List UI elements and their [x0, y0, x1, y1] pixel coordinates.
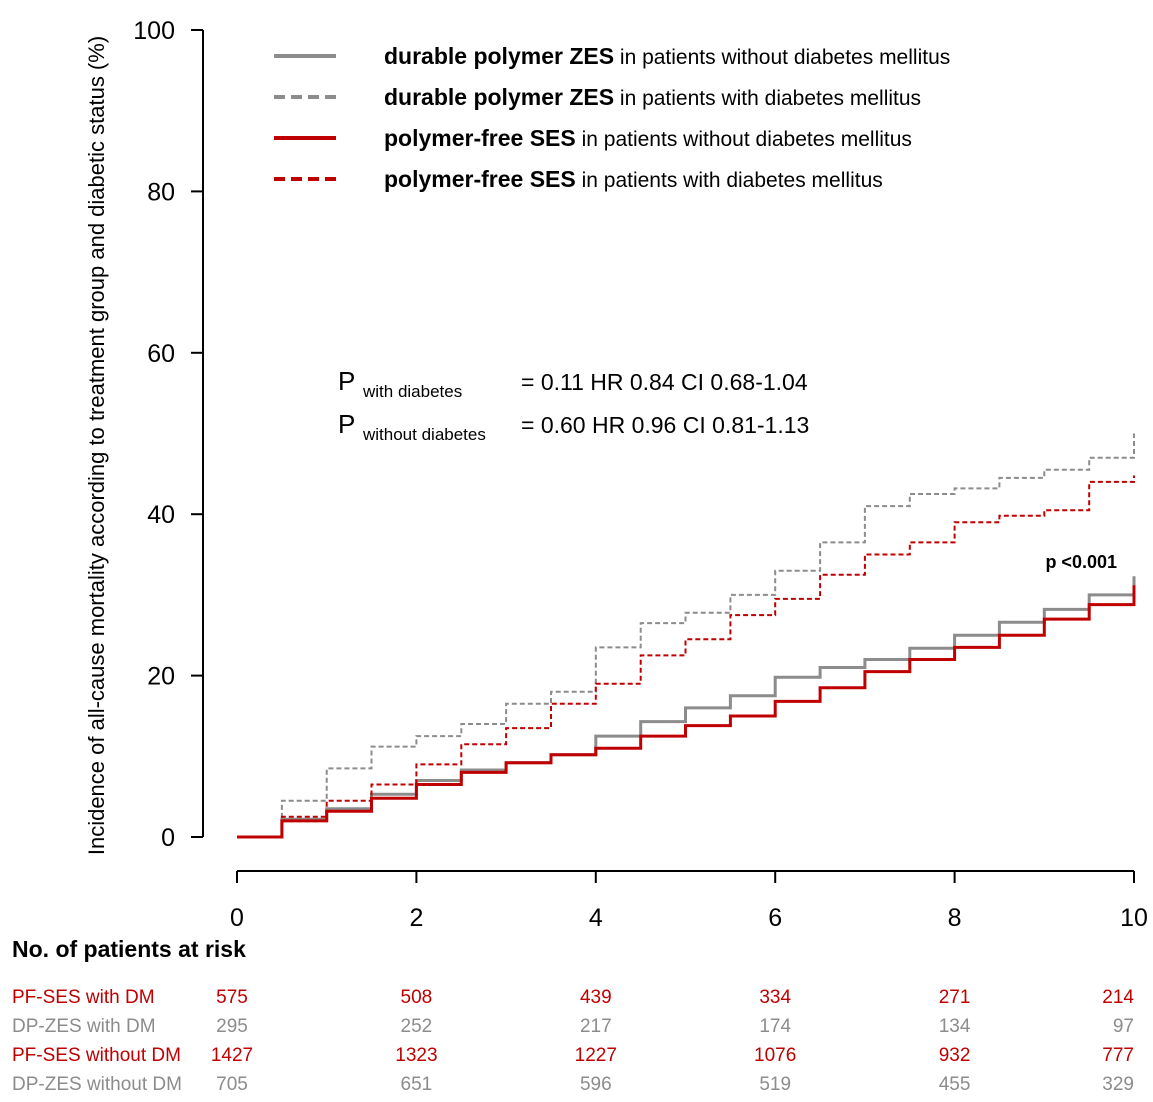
- risk-value: 575: [216, 987, 248, 1008]
- risk-value: 134: [938, 1016, 971, 1037]
- risk-value: 217: [579, 1016, 612, 1037]
- p-with-diabetes-subscript: with diabetes: [362, 382, 462, 401]
- x-tick-label: 2: [409, 904, 423, 930]
- risk-row: PF-SES without DM 1427 1323 1227 1076 932 777: [0, 1045, 1153, 1073]
- risk-value: 97: [1112, 1016, 1134, 1037]
- risk-table-title: No. of patients at risk: [12, 936, 246, 962]
- y-tick-label: 80: [147, 178, 175, 206]
- risk-value: 1076: [754, 1045, 797, 1066]
- series-line-1: [237, 576, 1136, 839]
- risk-value: 295: [216, 1016, 248, 1037]
- risk-value: 508: [400, 987, 433, 1008]
- y-tick-label: 0: [161, 824, 175, 852]
- risk-value: 1227: [574, 1045, 617, 1066]
- y-tick-label: 20: [147, 663, 175, 691]
- series-line-4: [237, 475, 1135, 838]
- x-tick-label: 8: [948, 904, 962, 930]
- risk-value: 214: [1102, 987, 1134, 1008]
- risk-value: 174: [759, 1016, 792, 1037]
- p-overall-label: p <0.001: [1045, 552, 1117, 572]
- risk-row-label: DP-ZES with DM: [12, 1016, 156, 1037]
- x-tick-label: 0: [230, 904, 244, 930]
- risk-value: 252: [400, 1016, 433, 1037]
- y-axis-label: Incidence of all-cause mortality accordi…: [84, 36, 109, 855]
- legend-entry-3: polymer-free SES in patients without dia…: [384, 125, 912, 151]
- x-tick-label: 6: [768, 904, 782, 930]
- p-with-diabetes-symbol: P: [338, 366, 355, 396]
- risk-row-label: PF-SES with DM: [12, 987, 155, 1008]
- risk-value: 932: [938, 1045, 971, 1066]
- risk-value: 651: [400, 1074, 433, 1095]
- legend-entry-1: durable polymer ZES in patients without …: [384, 43, 950, 69]
- p-without-diabetes-subscript: without diabetes: [362, 425, 486, 444]
- risk-value: 596: [579, 1074, 612, 1095]
- risk-value: 705: [216, 1074, 248, 1095]
- legend-entry-2: durable polymer ZES in patients with dia…: [384, 84, 921, 110]
- risk-value: 1427: [210, 1045, 254, 1066]
- risk-value: 439: [579, 987, 612, 1008]
- risk-row: PF-SES with DM 575 508 439 334 271 214: [0, 987, 1153, 1015]
- risk-row: DP-ZES with DM 295 252 217 174 134 97: [0, 1016, 1153, 1044]
- risk-value: 455: [938, 1074, 971, 1095]
- risk-row-label: PF-SES without DM: [12, 1045, 181, 1066]
- p-with-diabetes-stats: = 0.11 HR 0.84 CI 0.68-1.04: [521, 369, 808, 395]
- risk-value: 329: [1102, 1074, 1134, 1095]
- series-line-2: [237, 433, 1135, 838]
- risk-row: DP-ZES without DM 705 651 596 519 455 329: [0, 1074, 1153, 1102]
- risk-value: 777: [1102, 1045, 1134, 1066]
- risk-value: 1323: [395, 1045, 438, 1066]
- p-without-diabetes-symbol: P: [338, 409, 355, 439]
- y-tick-label: 40: [147, 501, 175, 529]
- risk-row-label: DP-ZES without DM: [12, 1074, 182, 1095]
- legend-entry-4: polymer-free SES in patients with diabet…: [384, 166, 883, 192]
- risk-value: 334: [759, 987, 792, 1008]
- p-without-diabetes-stats: = 0.60 HR 0.96 CI 0.81-1.13: [521, 412, 809, 438]
- risk-value: 271: [938, 987, 971, 1008]
- x-tick-label: 4: [589, 904, 603, 930]
- series-line-3: [237, 585, 1136, 839]
- x-tick-label: 10: [1120, 904, 1148, 930]
- y-tick-label: 100: [133, 17, 175, 45]
- y-tick-label: 60: [147, 340, 175, 368]
- risk-value: 519: [759, 1074, 792, 1095]
